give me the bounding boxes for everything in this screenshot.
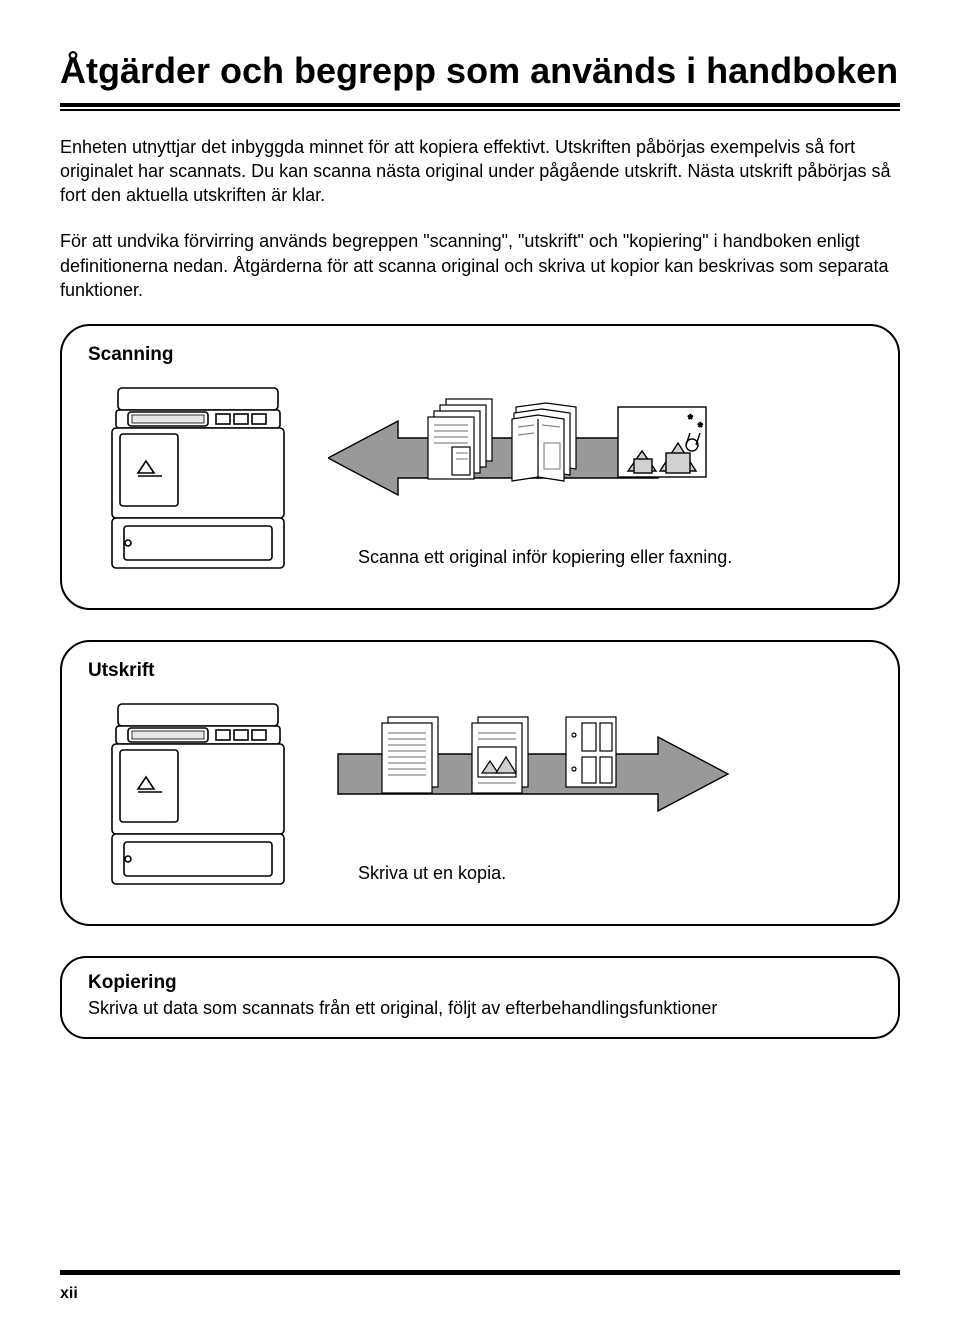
svg-text:*: * bbox=[698, 420, 703, 434]
scanning-caption: Scanna ett original inför kopiering elle… bbox=[358, 545, 732, 569]
title-rule-thick bbox=[60, 103, 900, 107]
utskrift-title: Utskrift bbox=[88, 660, 872, 682]
print-arrow-illustration bbox=[328, 709, 788, 849]
intro-paragraph-1: Enheten utnyttjar det inbyggda minnet fö… bbox=[60, 135, 900, 208]
scanning-box: Scanning bbox=[60, 324, 900, 610]
kopiering-text: Skriva ut data som scannats från ett ori… bbox=[88, 996, 872, 1020]
printer-icon bbox=[88, 692, 318, 902]
intro-paragraph-2: För att undvika förvirring används begre… bbox=[60, 229, 900, 302]
utskrift-caption: Skriva ut en kopia. bbox=[358, 861, 506, 885]
title-rule-thin bbox=[60, 109, 900, 111]
scan-arrow-illustration: * * bbox=[328, 393, 788, 533]
kopiering-box: Kopiering Skriva ut data som scannats fr… bbox=[60, 956, 900, 1038]
utskrift-box: Utskrift bbox=[60, 640, 900, 926]
scanning-title: Scanning bbox=[88, 344, 872, 366]
footer-rule-thick bbox=[60, 1271, 900, 1275]
page-title: Åtgärder och begrepp som används i handb… bbox=[60, 48, 900, 93]
svg-text:*: * bbox=[688, 412, 693, 426]
page-number: xii bbox=[60, 1285, 78, 1303]
kopiering-title: Kopiering bbox=[88, 972, 872, 994]
printer-icon bbox=[88, 376, 318, 586]
